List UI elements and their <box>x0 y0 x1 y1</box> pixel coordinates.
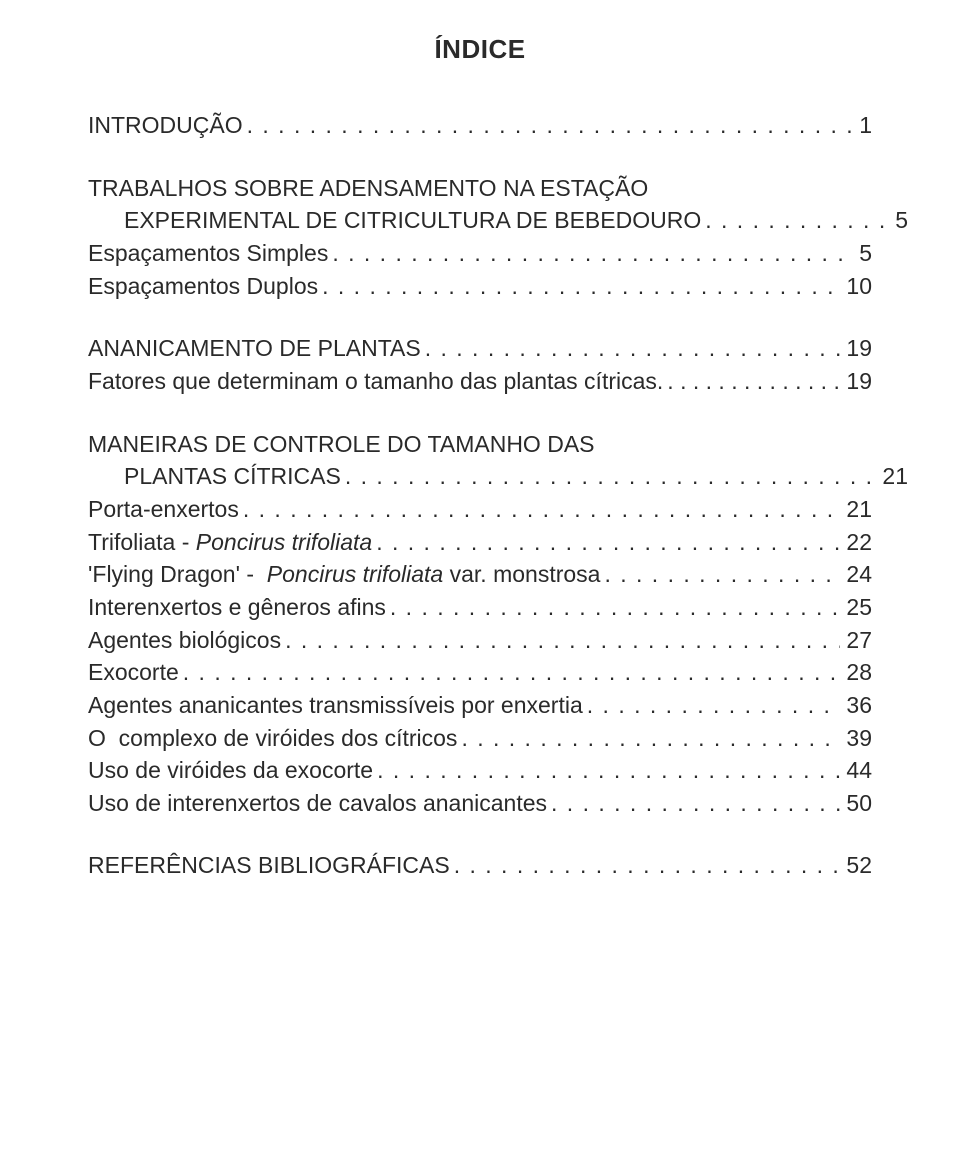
toc-entry: Exocorte. . . . . . . . . . . . . . . . … <box>88 656 872 689</box>
toc-entry-label: PLANTAS CÍTRICAS <box>124 460 341 493</box>
toc-leader-dots: . . . . . . . . . . . . . . . . . . . . … <box>243 109 854 142</box>
toc-page-number: 19 <box>840 332 872 365</box>
toc-page-number: 36 <box>840 689 872 722</box>
toc-entry: Fatores que determinam o tamanho das pla… <box>88 365 872 398</box>
toc-leader-dots: . . . . . . . . . . . . . . . . . . . . … <box>179 656 841 689</box>
toc-entry-label: TRABALHOS SOBRE ADENSAMENTO NA ESTAÇÃO <box>88 172 648 205</box>
toc-entry: PLANTAS CÍTRICAS. . . . . . . . . . . . … <box>88 460 908 493</box>
toc-leader-dots: . . . . . . . . . . . . . . . . . . . . … <box>318 270 840 303</box>
toc-entry-label: REFERÊNCIAS BIBLIOGRÁFICAS <box>88 849 450 882</box>
toc-entry-label: Espaçamentos Simples <box>88 237 328 270</box>
toc-page-number: 52 <box>840 849 872 882</box>
toc-leader-dots: . . . . . . . . . . . . . . . . . . . . … <box>239 493 841 526</box>
toc-entry-label-part: Poncirus trifoliata <box>196 529 372 555</box>
toc-leader-dots: . . . . . . . . . . . . . . . . . . . . … <box>421 332 841 365</box>
toc-entry-label-part: var. monstrosa <box>443 561 600 587</box>
page-title: ÍNDICE <box>88 34 872 65</box>
toc-entry: Interenxertos e gêneros afins. . . . . .… <box>88 591 872 624</box>
toc-page-number: 1 <box>853 109 872 142</box>
toc-leader-dots: . . . . . . . . . . . . . . . . . . . . … <box>457 722 840 755</box>
toc-leader-dots: . . . . . . . . . . . . . . . . . . . . … <box>547 787 840 820</box>
toc-page-number: 28 <box>840 656 872 689</box>
toc-page-number: 10 <box>840 270 872 303</box>
toc-page-number: 22 <box>840 526 872 559</box>
toc-entry-label: Exocorte <box>88 656 179 689</box>
toc-entry: Trifoliata - Poncirus trifoliata. . . . … <box>88 526 872 559</box>
toc-entry-label: Agentes ananicantes transmissíveis por e… <box>88 689 583 722</box>
toc-entry: O complexo de viróides dos cítricos. . .… <box>88 722 872 755</box>
toc-list: INTRODUÇÃO. . . . . . . . . . . . . . . … <box>88 109 872 882</box>
toc-page-number: 44 <box>840 754 872 787</box>
toc-spacer <box>88 302 872 332</box>
toc-entry: Uso de interenxertos de cavalos ananican… <box>88 787 872 820</box>
toc-leader-dots: . . . . . . . . . . . . . . . . . . . . … <box>663 365 840 398</box>
toc-page-number: 21 <box>840 493 872 526</box>
toc-leader-dots: . . . . . . . . . . . . . . . . . . . . … <box>450 849 841 882</box>
toc-entry-label: Uso de interenxertos de cavalos ananican… <box>88 787 547 820</box>
toc-entry: Uso de viróides da exocorte. . . . . . .… <box>88 754 872 787</box>
toc-page-number: 21 <box>876 460 908 493</box>
toc-page-number: 27 <box>840 624 872 657</box>
toc-entry-label: Trifoliata - Poncirus trifoliata <box>88 526 372 559</box>
toc-entry: Espaçamentos Duplos. . . . . . . . . . .… <box>88 270 872 303</box>
toc-page-number: 50 <box>840 787 872 820</box>
toc-spacer <box>88 398 872 428</box>
toc-entry-label: 'Flying Dragon' - Poncirus trifoliata va… <box>88 558 600 591</box>
toc-leader-dots: . . . . . . . . . . . . . . . . . . . . … <box>341 460 877 493</box>
toc-page: ÍNDICE INTRODUÇÃO. . . . . . . . . . . .… <box>0 0 960 1175</box>
toc-entry-label-part: 'Flying Dragon' - <box>88 561 267 587</box>
toc-heading-line: MANEIRAS DE CONTROLE DO TAMANHO DAS <box>88 428 872 461</box>
toc-spacer <box>88 819 872 849</box>
toc-entry-label-part: Poncirus trifoliata <box>267 561 443 587</box>
toc-entry: Porta-enxertos. . . . . . . . . . . . . … <box>88 493 872 526</box>
toc-page-number: 19 <box>840 365 872 398</box>
toc-entry-label: Porta-enxertos <box>88 493 239 526</box>
toc-entry: INTRODUÇÃO. . . . . . . . . . . . . . . … <box>88 109 872 142</box>
toc-entry-label: Uso de viróides da exocorte <box>88 754 373 787</box>
toc-entry-label: ANANICAMENTO DE PLANTAS <box>88 332 421 365</box>
toc-entry: Espaçamentos Simples. . . . . . . . . . … <box>88 237 872 270</box>
toc-entry: 'Flying Dragon' - Poncirus trifoliata va… <box>88 558 872 591</box>
toc-entry-label: Espaçamentos Duplos <box>88 270 318 303</box>
toc-entry: Agentes biológicos. . . . . . . . . . . … <box>88 624 872 657</box>
toc-leader-dots: . . . . . . . . . . . . . . . . . . . . … <box>583 689 841 722</box>
toc-entry-label-part: Trifoliata - <box>88 529 196 555</box>
toc-entry-label: Interenxertos e gêneros afins <box>88 591 386 624</box>
toc-entry-label: O complexo de viróides dos cítricos <box>88 722 457 755</box>
toc-page-number: 25 <box>840 591 872 624</box>
toc-leader-dots: . . . . . . . . . . . . . . . . . . . . … <box>373 754 840 787</box>
toc-leader-dots: . . . . . . . . . . . . . . . . . . . . … <box>701 204 889 237</box>
toc-entry: EXPERIMENTAL DE CITRICULTURA DE BEBEDOUR… <box>88 204 908 237</box>
toc-entry: REFERÊNCIAS BIBLIOGRÁFICAS. . . . . . . … <box>88 849 872 882</box>
toc-leader-dots: . . . . . . . . . . . . . . . . . . . . … <box>328 237 853 270</box>
toc-leader-dots: . . . . . . . . . . . . . . . . . . . . … <box>372 526 840 559</box>
toc-entry-label: Agentes biológicos <box>88 624 281 657</box>
toc-entry-label: Fatores que determinam o tamanho das pla… <box>88 365 663 398</box>
toc-entry: ANANICAMENTO DE PLANTAS. . . . . . . . .… <box>88 332 872 365</box>
toc-leader-dots: . . . . . . . . . . . . . . . . . . . . … <box>386 591 841 624</box>
toc-entry-label: INTRODUÇÃO <box>88 109 243 142</box>
toc-page-number: 5 <box>853 237 872 270</box>
toc-page-number: 24 <box>840 558 872 591</box>
toc-leader-dots: . . . . . . . . . . . . . . . . . . . . … <box>600 558 840 591</box>
toc-entry-label: EXPERIMENTAL DE CITRICULTURA DE BEBEDOUR… <box>124 204 701 237</box>
toc-entry: Agentes ananicantes transmissíveis por e… <box>88 689 872 722</box>
toc-leader-dots: . . . . . . . . . . . . . . . . . . . . … <box>281 624 840 657</box>
toc-heading-line: TRABALHOS SOBRE ADENSAMENTO NA ESTAÇÃO <box>88 172 872 205</box>
toc-spacer <box>88 142 872 172</box>
toc-page-number: 39 <box>840 722 872 755</box>
toc-entry-label: MANEIRAS DE CONTROLE DO TAMANHO DAS <box>88 428 595 461</box>
toc-page-number: 5 <box>889 204 908 237</box>
